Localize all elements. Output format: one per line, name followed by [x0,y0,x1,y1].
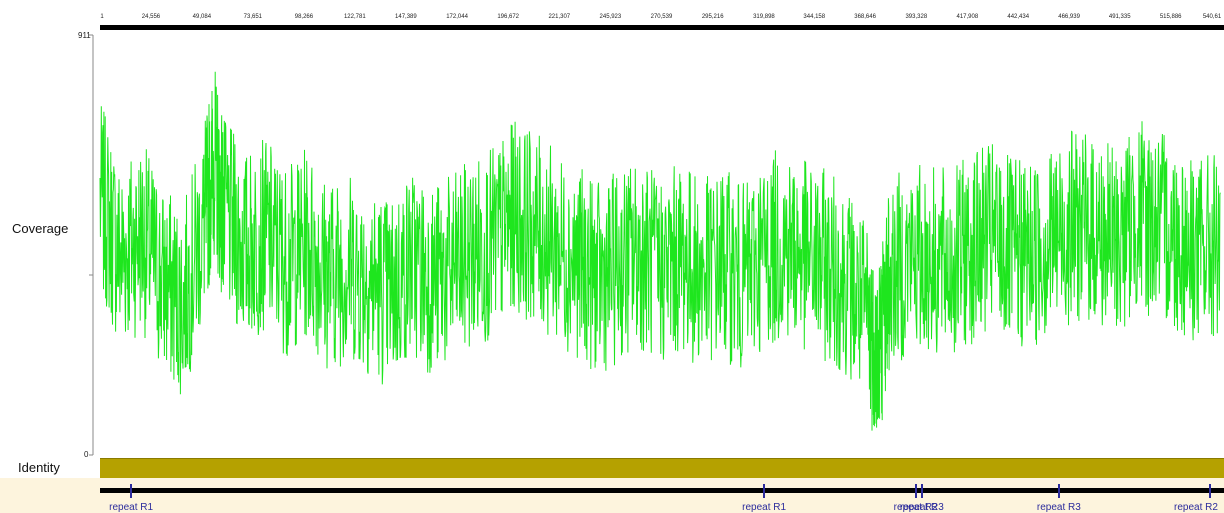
repeat-marker[interactable] [914,484,917,498]
ruler-tick-label: 98,266 [294,14,314,20]
ruler-tick-label: 295,216 [701,14,724,20]
repeat-label[interactable]: repeat R1 [742,502,787,513]
ruler-tick-label: 417,908 [956,14,979,20]
repeat-label[interactable]: repeat R3 [899,502,944,513]
coverage-plot [89,34,1221,456]
ruler-tick-label: 368,646 [854,14,876,20]
repeat-label[interactable]: repeat R2 [1174,502,1218,513]
repeat-label[interactable]: repeat R1 [109,502,154,513]
ruler-tick-label: 491,335 [1108,14,1131,20]
position-ruler: 1 24,556 49,084 73,651 98,266 122,781 147,389 1… [0,0,1224,34]
ruler-tick-label: 73,651 [243,14,263,20]
ruler-tick-label: 270,539 [650,14,673,20]
repeat-marker[interactable] [1209,484,1212,498]
ruler-tick-label: 147,389 [395,14,417,20]
repeat-label[interactable]: repeat R2 [893,502,938,513]
annotation-line [100,488,1224,493]
y-max-label: 911 [78,31,91,40]
repeat-marker[interactable] [920,484,923,498]
y-min-label: 0 [84,450,89,459]
coverage-track-label: Coverage [12,221,69,236]
identity-track-label: Identity [18,460,60,475]
ruler-tick-label: 221,307 [548,14,571,20]
ruler-tick-label: 442,434 [1007,14,1030,20]
identity-bar [100,458,1224,480]
repeat-marker[interactable] [130,484,133,498]
ruler-tick-label: 515,886 [1159,14,1182,20]
repeat-label[interactable]: repeat R3 [1036,502,1081,513]
coverage-series-line [99,71,1221,431]
annotation-track [0,478,1224,513]
ruler-tick-label: 344,158 [803,14,826,20]
ruler-tick-label: 172,044 [446,14,468,20]
ruler-tick-label: 24,556 [141,14,161,20]
ruler-tick-label: 319,898 [753,14,775,20]
repeat-marker[interactable] [1057,484,1060,498]
ruler-tick-label: 49,084 [192,14,212,20]
ruler-tick-label: 245,923 [599,14,622,20]
ruler-tick-label: 196,672 [497,14,520,20]
ruler-tick-label: 1 [100,14,104,20]
repeat-marker[interactable] [763,484,766,498]
ruler-tick-label: 122,781 [343,14,366,20]
ruler-bar [100,25,1224,30]
ruler-tick-label: 393,328 [905,14,928,20]
ruler-tick-label: 466,939 [1058,14,1080,20]
ruler-tick-label: 540,61 [1202,14,1222,20]
